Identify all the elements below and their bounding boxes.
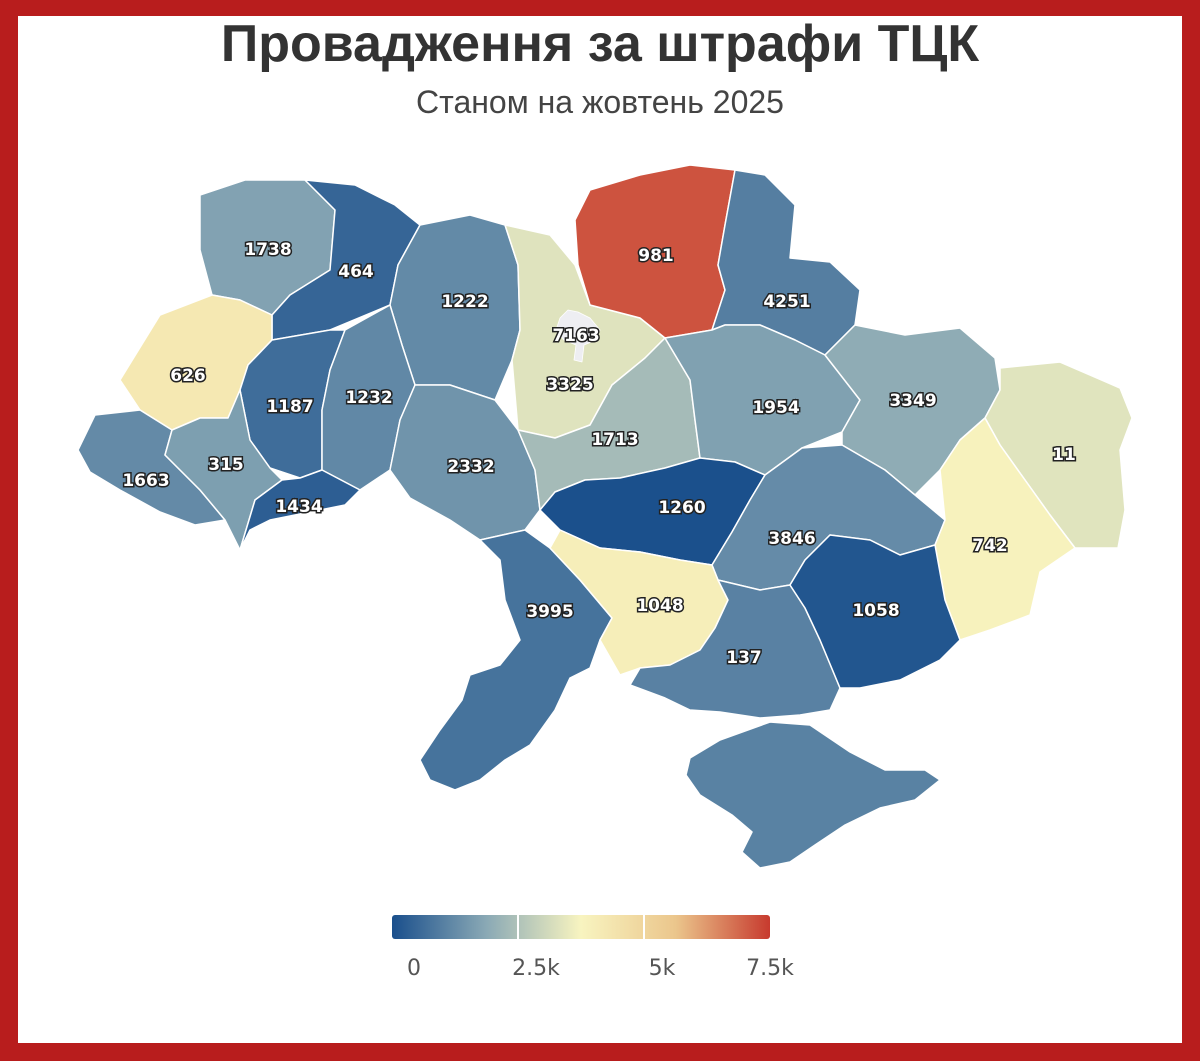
label-rivne: 464 bbox=[338, 262, 374, 282]
label-luhansk: 11 bbox=[1052, 445, 1076, 465]
label-chernihiv: 981 bbox=[638, 246, 674, 266]
label-sumy: 4251 bbox=[763, 292, 810, 312]
legend-tick-mark bbox=[517, 915, 519, 939]
legend-tick-label: 5k bbox=[648, 956, 676, 981]
label-dnipropetrovsk: 3846 bbox=[768, 529, 815, 549]
legend-tick-label: 0 bbox=[407, 956, 421, 981]
label-donetsk: 742 bbox=[972, 536, 1008, 556]
page-subtitle: Станом на жовтень 2025 bbox=[416, 84, 784, 120]
region-crimea[interactable] bbox=[685, 721, 941, 869]
label-ivano-frankivsk: 315 bbox=[208, 455, 244, 475]
label-zakarpattia: 1663 bbox=[122, 471, 169, 491]
region-chernivtsi[interactable] bbox=[239, 469, 361, 551]
region-zaporizhzhia[interactable] bbox=[789, 534, 961, 689]
legend-tick-label: 2.5k bbox=[512, 956, 560, 981]
label-kherson: 137 bbox=[726, 648, 762, 668]
label-cherkasy: 1713 bbox=[591, 430, 638, 450]
label-zaporizhzhia: 1058 bbox=[852, 601, 899, 621]
color-scale-legend bbox=[392, 915, 770, 939]
label-volyn: 1738 bbox=[244, 240, 291, 260]
label-chernivtsi: 1434 bbox=[275, 497, 322, 517]
label-mykolaiv: 1048 bbox=[636, 596, 683, 616]
legend-tick-mark bbox=[643, 915, 645, 939]
page-title: Провадження за штрафи ТЦК bbox=[220, 15, 980, 73]
label-kyiv-oblast: 3325 bbox=[546, 375, 593, 395]
label-kyiv-city: 7163 bbox=[552, 326, 599, 346]
region-zakarpattia[interactable] bbox=[77, 409, 226, 526]
region-value-labels: 1738 464 1222 3325 7163 981 4251 626 118… bbox=[121, 239, 1078, 670]
legend-tick-label: 7.5k bbox=[746, 956, 794, 981]
label-kharkiv: 3349 bbox=[889, 391, 936, 411]
label-ternopil: 1187 bbox=[266, 397, 313, 417]
label-vinnytsia: 2332 bbox=[447, 457, 494, 477]
label-khmelnytskyi: 1232 bbox=[345, 388, 392, 408]
region-kyiv-city[interactable] bbox=[555, 309, 601, 363]
label-zhytomyr: 1222 bbox=[441, 292, 488, 312]
label-lviv: 626 bbox=[170, 366, 206, 386]
label-odesa: 3995 bbox=[526, 602, 573, 622]
label-kirovohrad: 1260 bbox=[658, 498, 705, 518]
color-scale-bar bbox=[392, 915, 770, 939]
label-poltava: 1954 bbox=[752, 398, 799, 418]
